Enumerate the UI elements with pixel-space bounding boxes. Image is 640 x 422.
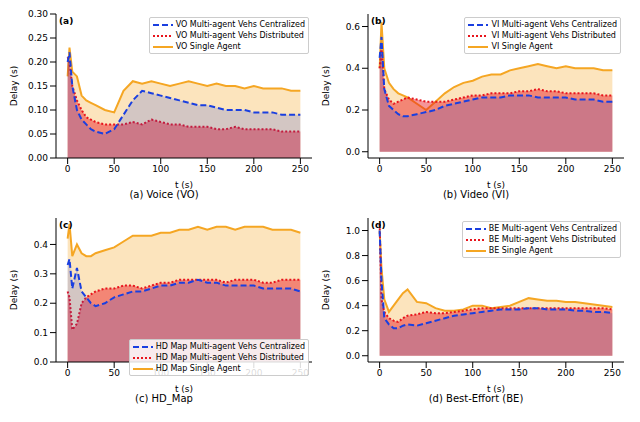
html-text:BE Single Agent: BE Single Agent	[488, 246, 553, 255]
html-text:HD Map Multi-agent Vehs Centra: HD Map Multi-agent Vehs Centralized	[155, 342, 305, 351]
html-text:VO Single Agent: VO Single Agent	[175, 42, 241, 51]
svg-text:0.6: 0.6	[346, 22, 361, 32]
svg-text:0.4: 0.4	[34, 240, 49, 250]
html-text:HD Map Single Agent: HD Map Single Agent	[155, 364, 241, 373]
svg-text:0.10: 0.10	[28, 105, 48, 115]
svg-text:0.05: 0.05	[28, 129, 48, 139]
svg-text:0.3: 0.3	[34, 269, 48, 279]
svg-text:0.4: 0.4	[346, 301, 361, 311]
svg-text:200: 200	[557, 164, 574, 174]
svg-text:t (s): t (s)	[487, 180, 505, 190]
svg-text:50: 50	[420, 164, 432, 174]
html-text:VO Multi-agent Vehs Distribute: VO Multi-agent Vehs Distributed	[175, 31, 304, 40]
svg-text:0.15: 0.15	[28, 81, 48, 91]
svg-text:0.2: 0.2	[346, 105, 360, 115]
html-text:(d): (d)	[371, 220, 386, 230]
html-text:VO Multi-agent Vehs Centralize: VO Multi-agent Vehs Centralized	[175, 20, 305, 29]
svg-text:0.8: 0.8	[346, 251, 361, 261]
svg-text:0.20: 0.20	[28, 57, 48, 67]
html-text:VI Single Agent: VI Single Agent	[491, 42, 553, 51]
svg-text:Delay (s): Delay (s)	[321, 66, 331, 106]
svg-text:50: 50	[420, 368, 432, 378]
html-text:(a) Voice (VO): (a) Voice (VO)	[129, 189, 199, 200]
svg-text:0: 0	[377, 368, 383, 378]
svg-text:250: 250	[292, 164, 309, 174]
html-text:(a): (a)	[59, 16, 74, 26]
svg-text:1.0: 1.0	[346, 226, 361, 236]
svg-text:150: 150	[511, 368, 528, 378]
svg-text:0.25: 0.25	[28, 33, 48, 43]
svg-text:Delay (s): Delay (s)	[9, 66, 19, 106]
html-text:(b): (b)	[371, 16, 386, 26]
svg-text:0.0: 0.0	[346, 351, 361, 361]
svg-text:0: 0	[377, 164, 383, 174]
svg-text:0.2: 0.2	[346, 326, 360, 336]
svg-text:0.4: 0.4	[346, 63, 361, 73]
svg-text:200: 200	[245, 164, 262, 174]
svg-text:0.0: 0.0	[34, 357, 49, 367]
svg-text:50: 50	[108, 164, 120, 174]
svg-text:0.2: 0.2	[34, 298, 48, 308]
svg-text:0.30: 0.30	[28, 9, 48, 19]
svg-text:0.1: 0.1	[34, 328, 48, 338]
svg-text:0: 0	[65, 368, 71, 378]
svg-text:100: 100	[464, 368, 481, 378]
svg-text:0.0: 0.0	[346, 147, 361, 157]
svg-text:100: 100	[464, 164, 481, 174]
svg-text:150: 150	[511, 164, 528, 174]
svg-text:200: 200	[557, 368, 574, 378]
svg-text:50: 50	[108, 368, 120, 378]
svg-text:Delay (s): Delay (s)	[321, 270, 331, 310]
svg-text:250: 250	[604, 368, 621, 378]
html-text:BE Multi-agent Vehs Centralize: BE Multi-agent Vehs Centralized	[488, 224, 617, 233]
html-text:(c) HD_Map: (c) HD_Map	[135, 393, 193, 404]
html-text:(d) Best-Effort (BE): (d) Best-Effort (BE)	[428, 393, 524, 404]
svg-text:0.00: 0.00	[28, 153, 48, 163]
svg-text:t (s): t (s)	[487, 384, 505, 394]
svg-text:250: 250	[604, 164, 621, 174]
html-text:HD Map Multi-agent Vehs Distri: HD Map Multi-agent Vehs Distributed	[155, 353, 304, 362]
html-text:(c): (c)	[59, 220, 73, 230]
svg-text:0: 0	[65, 164, 71, 174]
svg-text:0.6: 0.6	[346, 276, 361, 286]
svg-text:100: 100	[152, 164, 169, 174]
html-text:VI Multi-agent Vehs Centralize: VI Multi-agent Vehs Centralized	[491, 20, 617, 29]
html-text:(b) Video (VI): (b) Video (VI)	[442, 189, 510, 200]
svg-text:150: 150	[199, 164, 216, 174]
html-text:VI Multi-agent Vehs Distribute: VI Multi-agent Vehs Distributed	[491, 31, 616, 40]
html-text:BE Multi-agent Vehs Distribute: BE Multi-agent Vehs Distributed	[488, 235, 616, 244]
svg-text:t (s): t (s)	[175, 180, 193, 190]
svg-text:Delay (s): Delay (s)	[9, 270, 19, 310]
svg-text:t (s): t (s)	[175, 384, 193, 394]
